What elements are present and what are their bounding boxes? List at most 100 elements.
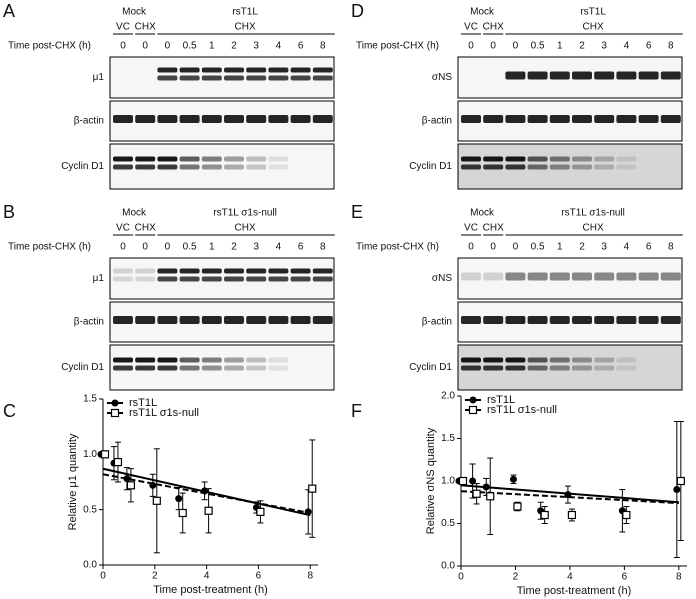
fit-line [102,473,311,514]
band [638,115,659,123]
time-value: 0 [165,41,171,52]
band [157,357,178,363]
band [246,75,267,81]
time-value: 4 [276,41,282,52]
band [268,268,289,274]
group-label: CHX [235,223,256,234]
time-value: 8 [320,242,326,253]
band [638,71,659,80]
time-value: 6 [646,242,652,253]
time-value: 0 [120,242,126,253]
band [594,156,615,162]
time-value: 8 [668,242,674,253]
band [638,316,659,324]
legend-label: rsT1L [487,394,515,406]
band [616,357,637,363]
band [527,365,548,371]
band [113,115,133,123]
x-tick-label: 0 [100,571,106,582]
row-label: β-actin [422,116,452,127]
band [616,164,637,170]
mock-label: Mock [470,208,495,219]
band [179,67,200,73]
band [594,316,615,324]
band [268,316,289,324]
band [113,276,133,282]
time-value: 0 [142,41,148,52]
band [113,316,133,324]
band [549,71,570,80]
time-value: 0.5 [183,242,197,253]
legend-marker [111,399,119,407]
y-tick-label: 1.0 [83,449,97,460]
row-label: Cyclin D1 [61,362,104,373]
band [616,156,637,162]
row-label: Cyclin D1 [409,362,452,373]
mock-label: Mock [122,208,147,219]
time-value: 0.5 [531,242,545,253]
mock-label: Mock [470,7,495,18]
point [472,489,481,498]
band [312,75,333,81]
band [660,71,681,80]
time-value: 3 [253,242,259,253]
band [157,365,178,371]
y-tick-label: 0.0 [441,561,455,572]
band [157,115,178,123]
band [268,67,289,73]
band [549,316,570,324]
band [224,115,244,123]
blot-frame [457,143,683,190]
band [505,71,526,80]
x-axis-label: Time post-treatment (h) [153,584,268,596]
band [527,316,548,324]
band [135,164,156,170]
band [312,276,333,282]
band [527,272,548,281]
x-tick-label: 8 [676,572,682,583]
panel-letter: A [3,1,15,21]
band [157,316,178,324]
band [246,156,267,162]
time-label: Time post-CHX (h) [8,41,91,52]
point [567,510,577,520]
band [268,156,289,162]
band [224,365,244,371]
point [509,475,517,483]
band [157,276,178,282]
band [113,164,133,170]
x-tick-label: 2 [152,571,158,582]
band [527,156,548,162]
band [616,71,637,80]
band [135,268,156,274]
band [201,357,222,363]
band [201,156,222,162]
virus-label: rsT1L [580,7,606,18]
band [616,365,637,371]
band [505,156,526,162]
band [483,115,504,123]
band [201,268,222,274]
point [175,495,183,503]
x-tick-label: 2 [513,572,519,583]
band [246,67,267,73]
band [201,276,222,282]
band [660,115,681,123]
time-value: 2 [231,242,237,253]
band [549,164,570,170]
point [622,510,631,520]
row-label: Cyclin D1 [61,161,104,172]
time-value: 6 [646,41,652,52]
band [179,316,200,324]
band [527,357,548,363]
y-axis-label: Relative μ1 quantity [67,433,79,530]
y-tick-label: 0.5 [441,518,455,529]
band [135,357,156,363]
band [157,67,178,73]
band [527,115,548,123]
band [224,268,244,274]
time-value: 0.5 [183,41,197,52]
band [246,316,267,324]
time-value: 1 [209,41,215,52]
group-label: CHX [583,22,604,33]
